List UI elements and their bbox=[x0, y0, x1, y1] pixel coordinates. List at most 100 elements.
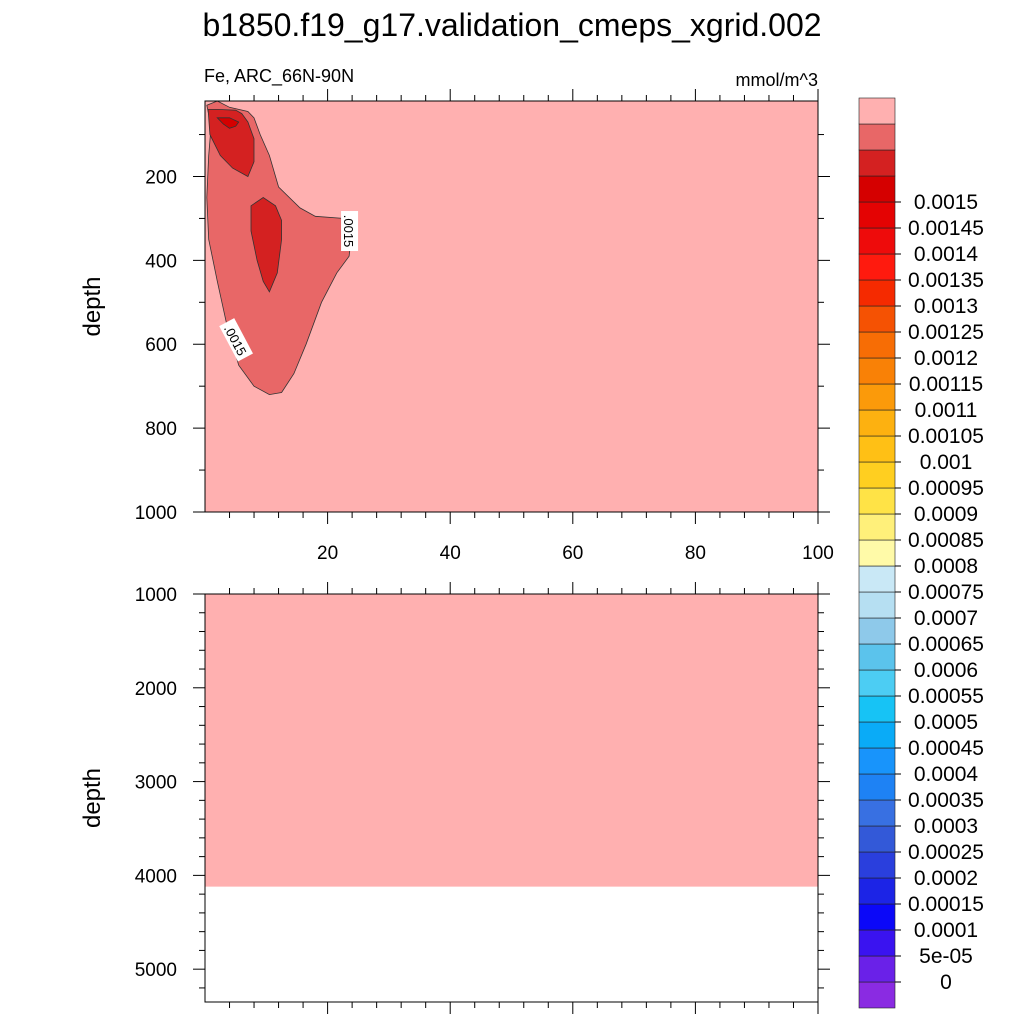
colorbar-swatch bbox=[858, 591, 896, 619]
y-tick-label: 1000 bbox=[135, 585, 177, 606]
contour-label-box bbox=[341, 211, 359, 252]
colorbar-label: 0.0003 bbox=[914, 815, 978, 838]
colorbar-label: 0.00045 bbox=[908, 737, 984, 760]
colorbar-label: 0 bbox=[940, 971, 952, 994]
colorbar-label: 0.0011 bbox=[915, 399, 978, 422]
colorbar-swatch bbox=[858, 331, 896, 359]
colorbar-label: 0.00055 bbox=[908, 685, 984, 708]
lower-frame bbox=[204, 593, 819, 1003]
colorbar-swatch bbox=[858, 149, 896, 177]
colorbar-label: 0.00015 bbox=[908, 893, 984, 916]
y-tick-label: 5000 bbox=[135, 960, 177, 981]
colorbar-swatch bbox=[858, 929, 896, 957]
colorbar-swatch bbox=[858, 643, 896, 671]
colorbar-swatch bbox=[858, 175, 896, 203]
y-axis-label: depth bbox=[79, 276, 106, 336]
x-tick-label: 60 bbox=[562, 543, 583, 564]
colorbar-swatch bbox=[858, 773, 896, 801]
x-tick-label: 100 bbox=[802, 543, 834, 564]
colorbar-label: 0.00065 bbox=[908, 633, 984, 656]
y-tick-label: 2000 bbox=[135, 679, 177, 700]
y-tick-label: 600 bbox=[145, 335, 177, 356]
colorbar-swatch bbox=[858, 487, 896, 515]
colorbar-label: 5e-05 bbox=[919, 945, 973, 968]
colorbar-swatch bbox=[858, 123, 896, 151]
y-tick-label: 3000 bbox=[135, 773, 177, 794]
colorbar: 0 5e-05 0.0001 0.00015 0.0002 0.00025 0.0003 0.… bbox=[858, 97, 984, 1009]
y-tick-label: 1000 bbox=[135, 503, 177, 524]
colorbar-swatch bbox=[858, 201, 896, 229]
y-tick-label: 400 bbox=[145, 251, 177, 272]
colorbar-swatch bbox=[858, 279, 896, 307]
y-tick-label: 800 bbox=[145, 419, 177, 440]
colorbar-label: 0.0004 bbox=[914, 763, 979, 786]
subtitle-units: mmol/m^3 bbox=[736, 70, 818, 90]
upper-frame bbox=[204, 100, 819, 513]
upper-panel: .0015.0015 200 400 600 800 1000 20 40 60 80 100 dep… bbox=[79, 89, 834, 564]
x-tick-label: 20 bbox=[317, 543, 338, 564]
colorbar-label: 0.00025 bbox=[908, 841, 984, 864]
colorbar-swatch bbox=[858, 409, 896, 437]
contour-band-0014-upper bbox=[207, 109, 255, 178]
colorbar-swatch bbox=[858, 383, 896, 411]
colorbar-swatch bbox=[858, 253, 896, 281]
colorbar-swatch bbox=[858, 227, 896, 255]
colorbar-label: 0.0006 bbox=[914, 659, 978, 682]
lower-panel: 1000 2000 3000 4000 5000 depth bbox=[79, 582, 830, 1014]
colorbar-label: 0.00095 bbox=[908, 477, 984, 500]
colorbar-label: 0.00085 bbox=[908, 529, 984, 552]
colorbar-label: 0.00105 bbox=[908, 425, 984, 448]
colorbar-label: 0.0009 bbox=[914, 503, 978, 526]
x-tick-label: 40 bbox=[440, 543, 461, 564]
colorbar-swatch bbox=[858, 305, 896, 333]
colorbar-swatch bbox=[858, 461, 896, 489]
colorbar-swatch bbox=[858, 747, 896, 775]
colorbar-swatch bbox=[858, 565, 896, 593]
colorbar-swatch bbox=[858, 981, 896, 1009]
colorbar-label: 0.00075 bbox=[908, 581, 984, 604]
x-tick-label: 80 bbox=[685, 543, 706, 564]
colorbar-label: 0.001 bbox=[920, 451, 973, 474]
colorbar-label: 0.00115 bbox=[909, 373, 983, 396]
contour-band-00135 bbox=[216, 117, 240, 129]
colorbar-swatch bbox=[858, 721, 896, 749]
colorbar-swatch bbox=[858, 513, 896, 541]
colorbar-swatch bbox=[858, 955, 896, 983]
colorbar-label: 0.00125 bbox=[908, 321, 984, 344]
y-tick-label: 200 bbox=[145, 167, 177, 188]
contour-band-0014-lower bbox=[250, 197, 282, 293]
colorbar-label: 0.00145 bbox=[908, 217, 984, 240]
colorbar-swatch bbox=[858, 539, 896, 567]
colorbar-swatch bbox=[858, 669, 896, 697]
colorbar-label: 0.0007 bbox=[914, 607, 978, 630]
colorbar-label: 0.0015 bbox=[914, 191, 978, 214]
chart-title: b1850.f19_g17.validation_cmeps_xgrid.002 bbox=[202, 7, 821, 43]
contour-label-box bbox=[219, 318, 253, 362]
colorbar-label: 0.0014 bbox=[914, 243, 979, 266]
colorbar-swatch bbox=[858, 617, 896, 645]
colorbar-swatch bbox=[858, 903, 896, 931]
colorbar-label: 0.0008 bbox=[914, 555, 978, 578]
colorbar-label: 0.0005 bbox=[914, 711, 978, 734]
colorbar-swatch bbox=[858, 695, 896, 723]
colorbar-label: 0.0012 bbox=[914, 347, 978, 370]
y-tick-label: 4000 bbox=[135, 866, 177, 887]
colorbar-swatch bbox=[858, 877, 896, 905]
contour-label-1: .0015 bbox=[341, 211, 359, 252]
colorbar-label: 0.00135 bbox=[908, 269, 984, 292]
colorbar-swatch bbox=[858, 357, 896, 385]
colorbar-label: 0.0013 bbox=[914, 295, 978, 318]
colorbar-label: 0.0001 bbox=[914, 919, 978, 942]
upper-contours: .0015.0015 bbox=[206, 101, 359, 396]
colorbar-label: 0.00035 bbox=[908, 789, 984, 812]
subtitle-variable-region: Fe, ARC_66N-90N bbox=[204, 66, 354, 87]
contour-label-text: .0015 bbox=[341, 215, 356, 248]
colorbar-swatch bbox=[858, 851, 896, 879]
colorbar-swatch bbox=[858, 825, 896, 853]
lower-background-fill bbox=[205, 594, 818, 887]
colorbar-label: 0.0002 bbox=[914, 867, 978, 890]
y-axis-label: depth bbox=[79, 768, 106, 828]
colorbar-swatch bbox=[858, 799, 896, 827]
colorbar-swatch bbox=[858, 435, 896, 463]
